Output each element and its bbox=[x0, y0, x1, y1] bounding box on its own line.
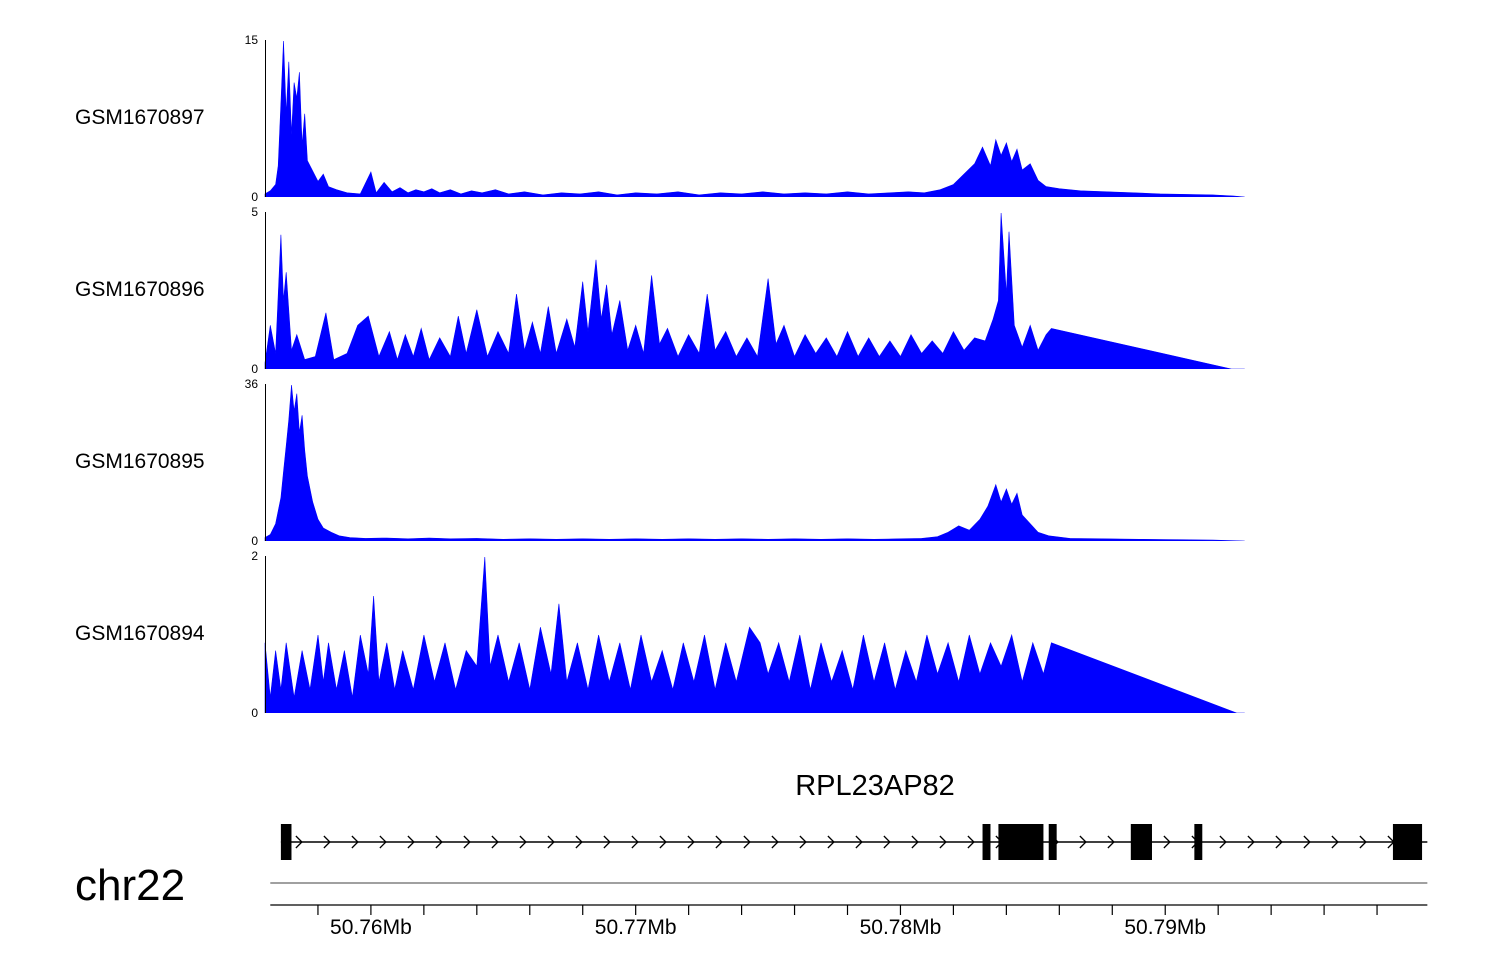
track-label-gsm1670897: GSM1670897 bbox=[75, 106, 205, 129]
y-axis-min-label: 0 bbox=[251, 534, 258, 548]
y-axis-max-label: 15 bbox=[244, 33, 258, 47]
y-axis-max-label: 5 bbox=[251, 205, 258, 219]
coverage-area-svg bbox=[264, 556, 1245, 713]
chromosome-label: chr22 bbox=[75, 861, 186, 910]
genome-axis-svg bbox=[270, 882, 1428, 915]
coverage-area-svg bbox=[264, 212, 1245, 369]
coverage-area-svg bbox=[264, 40, 1245, 197]
coverage-area-svg bbox=[264, 384, 1245, 541]
y-axis-max-label: 2 bbox=[251, 549, 258, 563]
track-label-gsm1670895: GSM1670895 bbox=[75, 450, 205, 473]
track-label-gsm1670894: GSM1670894 bbox=[75, 622, 205, 645]
gene-model-svg bbox=[280, 824, 1428, 860]
gene-name-label: RPL23AP82 bbox=[795, 770, 955, 802]
y-axis-min-label: 0 bbox=[251, 362, 258, 376]
axis-tick-label: 50.76Mb bbox=[330, 916, 412, 939]
track-label-gsm1670896: GSM1670896 bbox=[75, 278, 205, 301]
y-axis-min-label: 0 bbox=[251, 706, 258, 720]
axis-tick-label: 50.79Mb bbox=[1124, 916, 1207, 939]
y-axis-min-label: 0 bbox=[251, 190, 258, 204]
y-axis-max-label: 36 bbox=[244, 377, 258, 391]
axis-tick-label: 50.77Mb bbox=[594, 916, 677, 939]
axis-tick-label: 50.78Mb bbox=[859, 916, 942, 939]
